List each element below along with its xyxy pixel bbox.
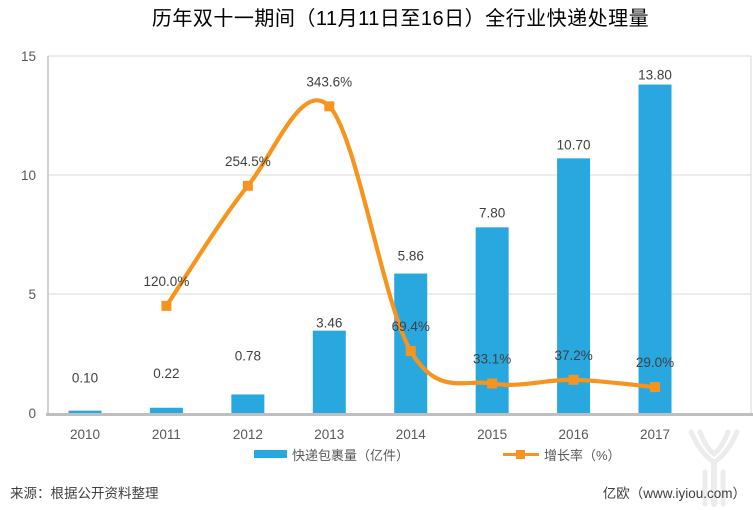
line-marker-2017 [650,382,661,393]
y-tick-10: 10 [21,168,36,183]
x-tick-2010: 2010 [70,427,100,442]
bar-2013 [312,330,346,413]
bar-2016 [557,158,591,413]
legend-item-parcel-volume: 快递包裹量（亿件） [254,446,410,463]
bar-label-2010: 0.10 [72,371,98,386]
line-marker-2015 [487,378,498,389]
x-tick-2016: 2016 [559,427,589,442]
x-tick-2011: 2011 [152,427,181,442]
bar-label-2013: 3.46 [316,316,342,331]
chart-title: 历年双十一期间（11月11日至16日）全行业快递处理量 [151,8,650,30]
bar-label-2012: 0.78 [235,348,261,363]
source-note: 来源：根据公开资料整理 [10,486,159,501]
x-tick-2015: 2015 [477,427,507,442]
line-label-2017: 29.0% [636,355,674,370]
brand-credit: 亿欧（www.iyiou.com） [602,486,746,501]
legend-line-sample-icon [503,449,539,459]
x-tick-2012: 2012 [233,427,263,442]
line-label-2011: 120.0% [144,274,190,289]
line-marker-2013 [324,101,335,112]
line-label-2013: 343.6% [306,74,352,89]
bar-label-2015: 7.80 [479,205,505,220]
line-marker-2016 [568,374,579,385]
line-marker-2011 [161,300,172,311]
bar-2017 [638,84,672,413]
bar-2014 [394,273,428,413]
bar-label-2016: 10.70 [557,137,591,152]
legend-bar-label: 快递包裹量（亿件） [292,447,410,463]
bar-2012 [231,394,265,413]
line-label-2012: 254.5% [225,154,271,169]
x-tick-2014: 2014 [396,427,427,442]
y-tick-5: 5 [28,287,36,302]
line-label-2015: 33.1% [473,351,511,366]
line-marker-2012 [242,180,253,191]
y-tick-0: 0 [28,406,36,421]
bar-label-2017: 13.80 [638,68,672,83]
line-label-2014: 69.4% [392,319,430,334]
line-marker-2014 [405,346,416,357]
x-tick-2017: 2017 [640,427,670,442]
bar-label-2011: 0.22 [153,366,179,381]
bar-2010 [68,410,102,413]
bar-label-2014: 5.86 [398,249,424,264]
legend-item-growth-rate: 增长率（%） [503,446,621,463]
y-tick-15: 15 [21,49,36,64]
legend-line-label: 增长率（%） [544,447,621,463]
bar-2011 [149,407,183,413]
x-tick-2013: 2013 [314,427,344,442]
iyiou-logo-watermark [688,429,740,507]
line-label-2016: 37.2% [554,348,592,363]
legend-bar-swatch-icon [254,450,287,458]
